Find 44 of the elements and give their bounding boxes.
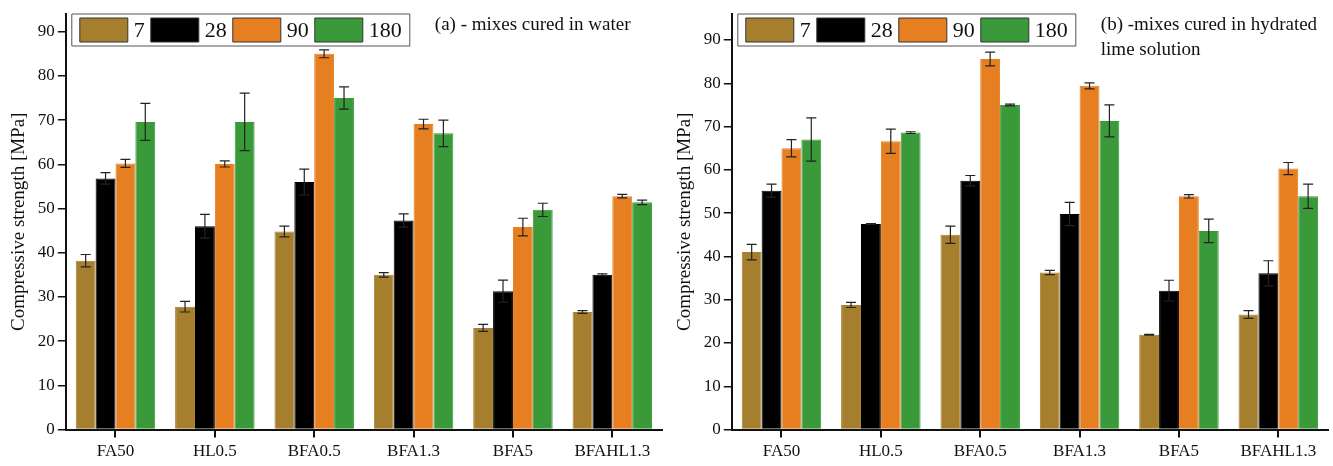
x-tick-label: BFA1.3 bbox=[387, 441, 441, 461]
annotation: (a) - mixes cured in water bbox=[434, 13, 632, 36]
y-tick-label: 20 bbox=[703, 332, 721, 352]
legend-label: 28 bbox=[204, 16, 227, 42]
y-tick-label: 60 bbox=[37, 153, 55, 173]
x-tick-label: HL0.5 bbox=[858, 441, 903, 461]
x-tick-label: BFA5 bbox=[492, 441, 534, 461]
y-tick-label: 30 bbox=[37, 286, 55, 306]
y-tick-label: 50 bbox=[703, 202, 721, 222]
x-tick-label: BFA0.5 bbox=[287, 441, 341, 461]
x-tick-label: BFAHL1.3 bbox=[574, 441, 651, 461]
x-tick-label: BFA5 bbox=[1158, 441, 1200, 461]
x-tick-label: FA50 bbox=[762, 441, 801, 461]
y-tick-label: 90 bbox=[37, 21, 55, 41]
y-tick-label: 60 bbox=[703, 159, 721, 179]
y-tick-label: 80 bbox=[37, 65, 55, 85]
legend-label: 28 bbox=[870, 16, 893, 42]
y-tick-label: 10 bbox=[703, 375, 721, 395]
x-tick-label: FA50 bbox=[96, 441, 135, 461]
y-tick-label: 0 bbox=[712, 419, 721, 439]
y-tick-label: 40 bbox=[703, 245, 721, 265]
legend-label: 180 bbox=[1034, 16, 1068, 42]
y-tick-label: 70 bbox=[703, 116, 721, 136]
x-tick-label: BFAHL1.3 bbox=[1240, 441, 1317, 461]
y-tick-label: 70 bbox=[37, 109, 55, 129]
legend-label: 90 bbox=[286, 16, 309, 42]
legend-label: 90 bbox=[952, 16, 975, 42]
y-tick-label: 10 bbox=[37, 374, 55, 394]
annotation: (b) -mixes cured in hydrated lime solution bbox=[1100, 13, 1318, 60]
x-tick-label: HL0.5 bbox=[192, 441, 237, 461]
y-tick-label: 40 bbox=[37, 242, 55, 262]
y-axis-title: Compressive strength [MPa] bbox=[673, 112, 695, 332]
y-axis-title: Compressive strength [MPa] bbox=[7, 112, 29, 332]
legend-label: 7 bbox=[799, 16, 811, 42]
x-tick-label: BFA0.5 bbox=[953, 441, 1007, 461]
legend-label: 7 bbox=[133, 16, 145, 42]
y-tick-label: 20 bbox=[37, 330, 55, 350]
y-tick-label: 90 bbox=[703, 29, 721, 49]
y-tick-label: 30 bbox=[703, 289, 721, 309]
y-tick-label: 0 bbox=[46, 419, 55, 439]
x-tick-label: BFA1.3 bbox=[1053, 441, 1107, 461]
y-tick-label: 50 bbox=[37, 198, 55, 217]
y-tick-label: 80 bbox=[703, 72, 721, 92]
legend-label: 180 bbox=[368, 16, 402, 42]
